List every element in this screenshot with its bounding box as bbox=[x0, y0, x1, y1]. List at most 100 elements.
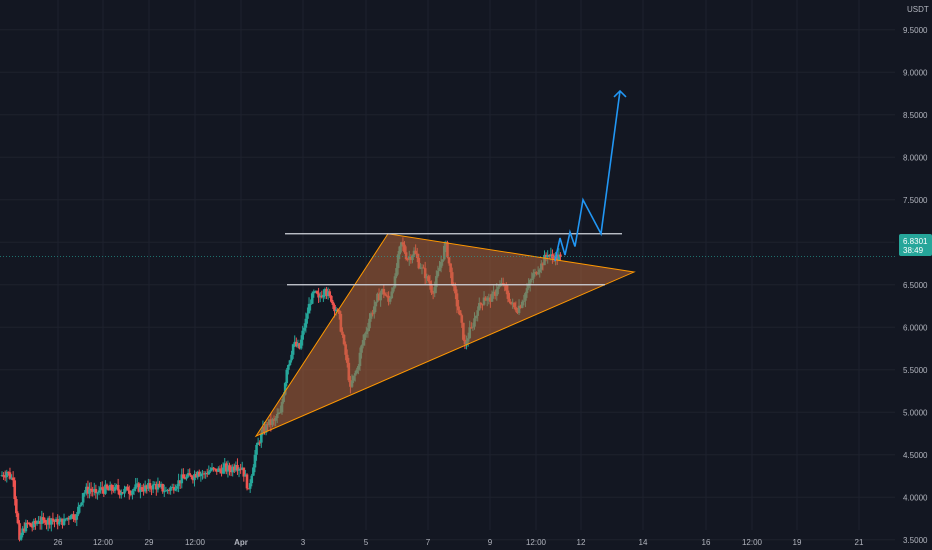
candle-body bbox=[150, 488, 153, 490]
candle-body bbox=[201, 473, 204, 475]
candle-body bbox=[88, 488, 91, 494]
candle-body bbox=[333, 304, 336, 312]
candle-body bbox=[205, 473, 209, 475]
candle-body bbox=[113, 487, 117, 491]
candle-body bbox=[175, 486, 179, 489]
candle-body bbox=[29, 523, 32, 527]
candle-body bbox=[220, 469, 223, 474]
candle-body bbox=[307, 303, 311, 314]
candle-body bbox=[258, 442, 262, 444]
currency-label: USDT bbox=[907, 5, 929, 14]
time-tick-label: Apr bbox=[234, 538, 248, 547]
candle-body bbox=[309, 303, 312, 305]
candle-body bbox=[544, 254, 548, 258]
candle-body bbox=[256, 442, 260, 445]
candle-body bbox=[326, 291, 330, 297]
candle-body bbox=[155, 484, 158, 490]
candle-body bbox=[124, 486, 128, 489]
candle-body bbox=[312, 291, 316, 294]
candle-body bbox=[148, 483, 152, 489]
time-tick-label: 26 bbox=[54, 538, 63, 547]
candle-body bbox=[89, 488, 93, 491]
candle-body bbox=[3, 476, 7, 478]
candle-body bbox=[164, 490, 168, 492]
candle-body bbox=[180, 474, 184, 484]
candle-body bbox=[244, 474, 247, 477]
candle-body bbox=[115, 485, 118, 488]
candle-body bbox=[559, 254, 562, 257]
candle-body bbox=[110, 484, 114, 490]
candle-body bbox=[92, 489, 96, 492]
candle-body bbox=[252, 467, 255, 476]
candle-body bbox=[91, 490, 94, 492]
candle-body bbox=[245, 474, 249, 489]
candle-body bbox=[287, 365, 290, 370]
candle-body bbox=[57, 521, 61, 525]
candle-body bbox=[285, 369, 289, 384]
candle-body bbox=[188, 473, 192, 476]
price-tick-label: 7.5000 bbox=[903, 196, 928, 205]
candle-body bbox=[247, 488, 250, 490]
candle-body bbox=[194, 474, 198, 478]
candle-body bbox=[7, 471, 10, 473]
candle-body bbox=[255, 444, 258, 455]
candle-body bbox=[231, 466, 234, 473]
candle-body bbox=[158, 483, 161, 488]
price-tick-label: 8.5000 bbox=[903, 111, 928, 120]
candle-body bbox=[72, 514, 75, 520]
candle-body bbox=[102, 488, 106, 494]
projection-path[interactable] bbox=[554, 90, 621, 262]
candle-body bbox=[108, 484, 112, 491]
candle-body bbox=[35, 523, 39, 525]
candle-body bbox=[221, 467, 225, 474]
candle-body bbox=[213, 468, 217, 470]
candle-body bbox=[151, 484, 155, 490]
candle-body bbox=[73, 519, 77, 521]
candle-body bbox=[127, 490, 131, 494]
candle-body bbox=[209, 470, 212, 472]
candle-body bbox=[34, 520, 37, 525]
candle-body bbox=[290, 354, 293, 361]
candle-body bbox=[302, 327, 306, 331]
time-tick-label: 12:00 bbox=[93, 538, 114, 547]
candle-body bbox=[162, 491, 166, 493]
candle-body bbox=[197, 471, 201, 477]
candle-body bbox=[145, 485, 149, 489]
candle-body bbox=[96, 492, 99, 494]
drawings[interactable] bbox=[0, 89, 895, 438]
candle-body bbox=[202, 473, 206, 475]
candle-body bbox=[70, 514, 74, 516]
candle-body bbox=[94, 489, 98, 494]
candle-body bbox=[11, 477, 15, 481]
current-price-value: 6.8301 bbox=[903, 237, 928, 246]
price-tick-label: 9.5000 bbox=[903, 26, 928, 35]
candle-body bbox=[30, 526, 34, 528]
candle-body bbox=[0, 475, 4, 477]
candle-body bbox=[32, 520, 36, 528]
candle-body bbox=[210, 467, 214, 471]
candle-body bbox=[54, 518, 58, 522]
candle-body bbox=[69, 515, 72, 520]
candle-body bbox=[323, 289, 327, 295]
candle-body bbox=[139, 487, 142, 492]
candle-body bbox=[547, 255, 551, 257]
price-tick-label: 4.0000 bbox=[903, 493, 928, 502]
candle-body bbox=[304, 318, 308, 328]
candle-body bbox=[204, 473, 207, 475]
candle-body bbox=[80, 502, 83, 506]
time-axis[interactable]: 26 12:00 29 12:00 Apr 3 5 7 9 12:00 12 14 16 12:00 19 2… bbox=[54, 538, 864, 547]
candle-body bbox=[156, 483, 160, 490]
time-tick-label: 3 bbox=[301, 538, 306, 547]
candle-body bbox=[236, 464, 239, 471]
candle-body bbox=[283, 383, 287, 395]
candle-body bbox=[237, 468, 241, 471]
candle-body bbox=[78, 505, 82, 507]
candle-body bbox=[174, 488, 177, 491]
candle-body bbox=[298, 343, 301, 349]
candle-body bbox=[135, 483, 139, 485]
time-tick-label: 12:00 bbox=[742, 538, 763, 547]
candle-body bbox=[320, 295, 324, 298]
candle-body bbox=[131, 490, 134, 495]
candle-body bbox=[26, 522, 29, 524]
